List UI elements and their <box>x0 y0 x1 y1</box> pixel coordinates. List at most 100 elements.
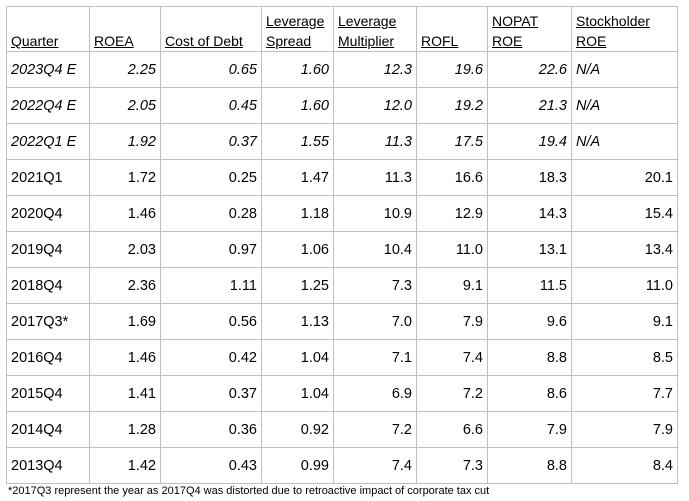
cell-nopat-roe: 18.3 <box>487 159 572 196</box>
cell-quarter: 2020Q4 <box>6 195 90 232</box>
table-row: 2022Q4 E 2.05 0.45 1.60 12.0 19.2 21.3 N/A <box>6 87 678 124</box>
cell-leverage-multiplier: 12.0 <box>333 87 417 124</box>
cell-cost-of-debt: 0.28 <box>160 195 262 232</box>
cell-stockholder-roe: 8.5 <box>571 339 678 376</box>
cell-quarter: 2023Q4 E <box>6 51 90 88</box>
cell-cost-of-debt: 0.25 <box>160 159 262 196</box>
cell-roea: 1.72 <box>89 159 161 196</box>
cell-leverage-spread: 1.04 <box>261 375 334 412</box>
cell-roea: 2.36 <box>89 267 161 304</box>
table-row: 2015Q4 1.41 0.37 1.04 6.9 7.2 8.6 7.7 <box>6 375 678 412</box>
column-header-label: NOPAT <box>492 13 539 29</box>
column-header-label: Multiplier <box>338 33 395 49</box>
column-header-stockholder-roe: Stockholder ROE <box>571 6 678 52</box>
cell-leverage-multiplier: 7.2 <box>333 411 417 448</box>
cell-leverage-spread: 1.55 <box>261 123 334 160</box>
column-header-nopat-roe: NOPAT ROE <box>487 6 572 52</box>
cell-nopat-roe: 8.8 <box>487 447 572 484</box>
cell-rofl: 7.3 <box>416 447 488 484</box>
cell-roea: 1.46 <box>89 339 161 376</box>
column-header-label: Stockholder <box>576 13 650 29</box>
cell-leverage-multiplier: 7.4 <box>333 447 417 484</box>
cell-leverage-multiplier: 7.3 <box>333 267 417 304</box>
cell-stockholder-roe: 8.4 <box>571 447 678 484</box>
cell-leverage-spread: 0.92 <box>261 411 334 448</box>
cell-quarter: 2019Q4 <box>6 231 90 268</box>
cell-stockholder-roe: 13.4 <box>571 231 678 268</box>
cell-quarter: 2013Q4 <box>6 447 90 484</box>
cell-stockholder-roe: N/A <box>571 51 678 88</box>
table-row: 2014Q4 1.28 0.36 0.92 7.2 6.6 7.9 7.9 <box>6 411 678 448</box>
cell-leverage-spread: 1.18 <box>261 195 334 232</box>
cell-leverage-multiplier: 11.3 <box>333 123 417 160</box>
cell-roea: 1.69 <box>89 303 161 340</box>
cell-roea: 2.05 <box>89 87 161 124</box>
cell-leverage-spread: 0.99 <box>261 447 334 484</box>
cell-rofl: 12.9 <box>416 195 488 232</box>
cell-nopat-roe: 22.6 <box>487 51 572 88</box>
cell-nopat-roe: 7.9 <box>487 411 572 448</box>
column-header-rofl: ROFL <box>416 6 488 52</box>
cell-stockholder-roe: 7.9 <box>571 411 678 448</box>
cell-cost-of-debt: 0.37 <box>160 123 262 160</box>
cell-leverage-multiplier: 7.1 <box>333 339 417 376</box>
cell-rofl: 11.0 <box>416 231 488 268</box>
cell-stockholder-roe: 15.4 <box>571 195 678 232</box>
column-header-roea: ROEA <box>89 6 161 52</box>
cell-leverage-multiplier: 10.9 <box>333 195 417 232</box>
table-row: 2022Q1 E 1.92 0.37 1.55 11.3 17.5 19.4 N/A <box>6 123 678 160</box>
footnote: *2017Q3 represent the year as 2017Q4 was… <box>8 485 490 497</box>
cell-quarter: 2015Q4 <box>6 375 90 412</box>
cell-leverage-spread: 1.60 <box>261 51 334 88</box>
cell-nopat-roe: 11.5 <box>487 267 572 304</box>
cell-leverage-spread: 1.13 <box>261 303 334 340</box>
cell-cost-of-debt: 0.97 <box>160 231 262 268</box>
cell-rofl: 16.6 <box>416 159 488 196</box>
cell-rofl: 7.4 <box>416 339 488 376</box>
cell-cost-of-debt: 1.11 <box>160 267 262 304</box>
cell-cost-of-debt: 0.45 <box>160 87 262 124</box>
cell-nopat-roe: 8.6 <box>487 375 572 412</box>
cell-leverage-spread: 1.60 <box>261 87 334 124</box>
column-header-label: ROE <box>576 33 607 49</box>
column-header-label: ROFL <box>421 33 459 49</box>
cell-quarter: 2018Q4 <box>6 267 90 304</box>
column-header-label: Quarter <box>11 33 59 49</box>
cell-stockholder-roe: 9.1 <box>571 303 678 340</box>
cell-nopat-roe: 21.3 <box>487 87 572 124</box>
cell-leverage-multiplier: 10.4 <box>333 231 417 268</box>
column-header-label: Leverage <box>266 13 325 29</box>
cell-cost-of-debt: 0.36 <box>160 411 262 448</box>
cell-nopat-roe: 19.4 <box>487 123 572 160</box>
cell-quarter: 2022Q4 E <box>6 87 90 124</box>
cell-cost-of-debt: 0.56 <box>160 303 262 340</box>
column-header-leverage-spread: Leverage Spread <box>261 6 334 52</box>
roe-decomposition-table: Quarter ROEA Cost of Debt Leverage Spread Lev… <box>6 6 678 484</box>
cell-nopat-roe: 14.3 <box>487 195 572 232</box>
cell-rofl: 7.2 <box>416 375 488 412</box>
cell-leverage-spread: 1.06 <box>261 231 334 268</box>
cell-quarter: 2016Q4 <box>6 339 90 376</box>
cell-stockholder-roe: N/A <box>571 87 678 124</box>
column-header-label: Spread <box>266 33 312 49</box>
column-header-label: Cost of Debt <box>165 33 243 49</box>
cell-nopat-roe: 13.1 <box>487 231 572 268</box>
cell-rofl: 7.9 <box>416 303 488 340</box>
column-header-label: ROEA <box>94 33 134 49</box>
cell-nopat-roe: 9.6 <box>487 303 572 340</box>
cell-leverage-multiplier: 11.3 <box>333 159 417 196</box>
cell-leverage-spread: 1.47 <box>261 159 334 196</box>
cell-roea: 1.42 <box>89 447 161 484</box>
cell-rofl: 17.5 <box>416 123 488 160</box>
cell-leverage-multiplier: 7.0 <box>333 303 417 340</box>
cell-roea: 2.25 <box>89 51 161 88</box>
cell-leverage-multiplier: 6.9 <box>333 375 417 412</box>
cell-stockholder-roe: 11.0 <box>571 267 678 304</box>
cell-quarter: 2014Q4 <box>6 411 90 448</box>
table-row: 2021Q1 1.72 0.25 1.47 11.3 16.6 18.3 20.1 <box>6 159 678 196</box>
table-row: 2017Q3* 1.69 0.56 1.13 7.0 7.9 9.6 9.1 <box>6 303 678 340</box>
cell-quarter: 2017Q3* <box>6 303 90 340</box>
cell-leverage-spread: 1.04 <box>261 339 334 376</box>
table-row: 2013Q4 1.42 0.43 0.99 7.4 7.3 8.8 8.4 <box>6 447 678 484</box>
cell-leverage-multiplier: 12.3 <box>333 51 417 88</box>
